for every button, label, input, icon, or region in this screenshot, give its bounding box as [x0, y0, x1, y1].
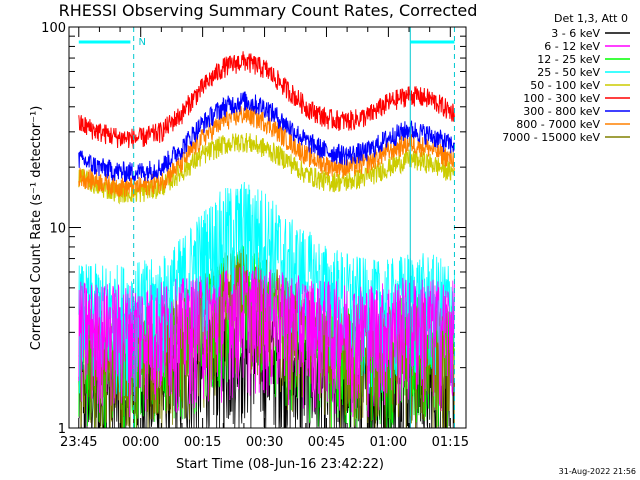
- y-tick-label-2: 100: [41, 21, 66, 36]
- x-tick-label-0: 23:45: [60, 435, 97, 450]
- legend-label-8: 7000 - 15000 keV: [502, 131, 600, 144]
- series-line-7: [78, 104, 455, 198]
- annotation-0: N: [139, 37, 146, 48]
- series-line-6: [78, 91, 455, 183]
- legend-label-0: 3 - 6 keV: [551, 27, 600, 40]
- y-tick-label-0: 1: [58, 422, 66, 437]
- x-tick-label-3: 00:30: [246, 435, 283, 450]
- x-tick-label-2: 00:15: [184, 435, 221, 450]
- legend-label-3: 25 - 50 keV: [537, 66, 600, 79]
- plot-area: N 1 10 100 23:45 00:00 00:15 00:30 00:45 01:00 01:…: [41, 21, 469, 450]
- x-tick-label-6: 01:15: [432, 435, 469, 450]
- legend-label-7: 800 - 7000 keV: [516, 118, 600, 131]
- series-line-1: [78, 265, 455, 418]
- legend-label-4: 50 - 100 keV: [530, 79, 600, 92]
- x-tick-label-4: 00:45: [308, 435, 345, 450]
- y-axis-label: Corrected Count Rate (s⁻¹ detector⁻¹): [29, 106, 44, 351]
- timestamp: 31-Aug-2022 21:56: [559, 467, 636, 476]
- x-tick-label-5: 01:00: [370, 435, 407, 450]
- legend-header: Det 1,3, Att 0: [554, 12, 628, 25]
- legend-label-6: 300 - 800 keV: [523, 105, 600, 118]
- x-tick-label-1: 00:00: [122, 435, 159, 450]
- chart-title: RHESSI Observing Summary Count Rates, Co…: [59, 1, 478, 20]
- series-line-4: [78, 132, 455, 205]
- legend-label-2: 12 - 25 keV: [537, 53, 600, 66]
- y-tick-label-1: 10: [49, 222, 66, 237]
- x-axis-label: Start Time (08-Jun-16 23:42:22): [176, 457, 384, 472]
- legend-label-5: 100 - 300 keV: [523, 92, 600, 105]
- legend-label-1: 6 - 12 keV: [544, 40, 600, 53]
- series-line-5: [78, 51, 455, 149]
